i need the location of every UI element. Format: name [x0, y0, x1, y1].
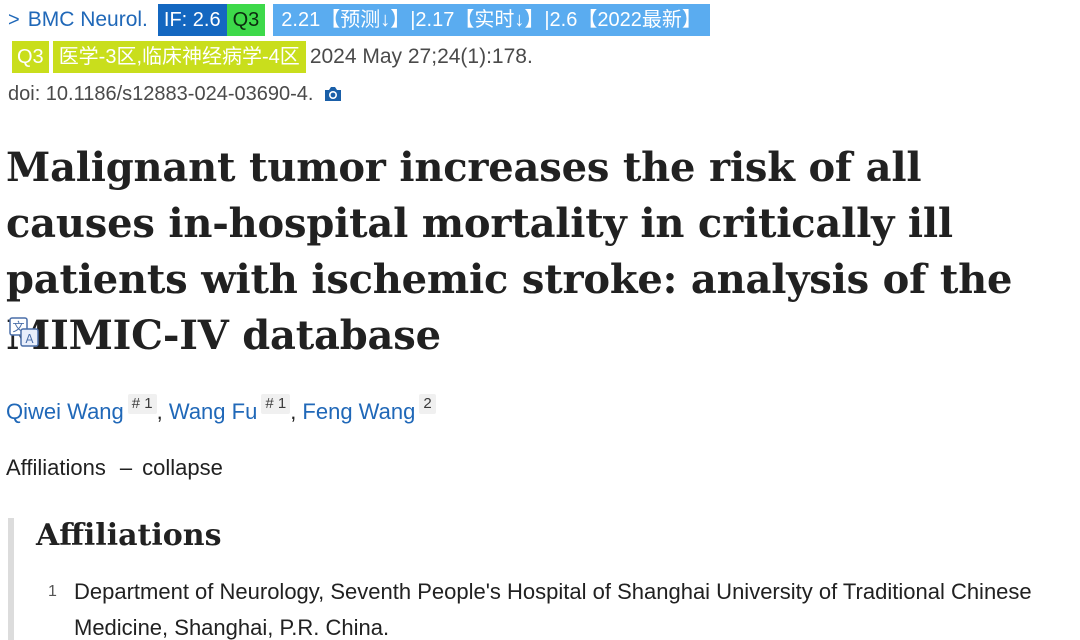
doi-text: doi: 10.1186/s12883-024-03690-4. — [8, 83, 314, 105]
author-link[interactable]: Wang Fu — [168, 399, 258, 424]
article-title: Malignant tumor increases the risk of al… — [6, 144, 1013, 359]
if-prediction-badge: 2.21【预测↓】|2.17【实时↓】|2.6【2022最新】 — [273, 4, 710, 36]
camera-icon[interactable] — [323, 85, 343, 103]
publication-date: 2024 May 27;24(1):178. — [309, 45, 533, 68]
affiliations-toggle-dash: – — [119, 455, 133, 480]
author-link[interactable]: Feng Wang — [302, 399, 416, 424]
affiliations-toggle-action: collapse — [142, 455, 223, 480]
author-marks[interactable]: # 1 — [261, 394, 291, 414]
jcr-quartile-badge: Q3 — [226, 4, 266, 36]
affiliation-item: 1 Department of Neurology, Seventh Peopl… — [48, 574, 1058, 640]
affiliations-toggle[interactable]: Affiliations – collapse — [6, 452, 223, 484]
citation-line-journal: > BMC Neurol. IF: 2.6 Q3 2.21【预测↓】|2.17【… — [8, 4, 710, 36]
cas-category-badge: 医学-3区,临床神经病学-4区 — [52, 41, 306, 73]
cas-quartile-badge: Q3 — [12, 41, 49, 73]
citation-line-doi: doi: 10.1186/s12883-024-03690-4. — [8, 80, 343, 108]
svg-text:A: A — [25, 332, 34, 346]
chevron-right-icon: > — [8, 9, 20, 31]
author-marks[interactable]: # 1 — [127, 394, 157, 414]
impact-factor-badge: IF: 2.6 — [157, 4, 227, 36]
author-link[interactable]: Qiwei Wang — [6, 399, 124, 424]
journal-link[interactable]: > BMC Neurol. — [8, 6, 148, 34]
author-separator: , — [290, 399, 303, 424]
affiliations-panel: Affiliations 1 Department of Neurology, … — [8, 518, 1074, 640]
author-marks[interactable]: 2 — [419, 394, 436, 414]
author-separator: , — [156, 399, 169, 424]
translate-icon[interactable]: 文 A — [8, 316, 40, 348]
affiliation-number: 1 — [48, 583, 57, 600]
author-list: Qiwei Wang # 1, Wang Fu # 1, Feng Wang 2 — [6, 394, 436, 430]
affiliations-heading: Affiliations — [36, 518, 222, 553]
journal-name: BMC Neurol. — [27, 8, 148, 31]
affiliation-text: Department of Neurology, Seventh People'… — [74, 579, 1032, 640]
affiliations-toggle-label: Affiliations — [6, 455, 106, 480]
citation-line-category: Q3 医学-3区,临床神经病学-4区 2024 May 27;24(1):178… — [12, 41, 533, 73]
